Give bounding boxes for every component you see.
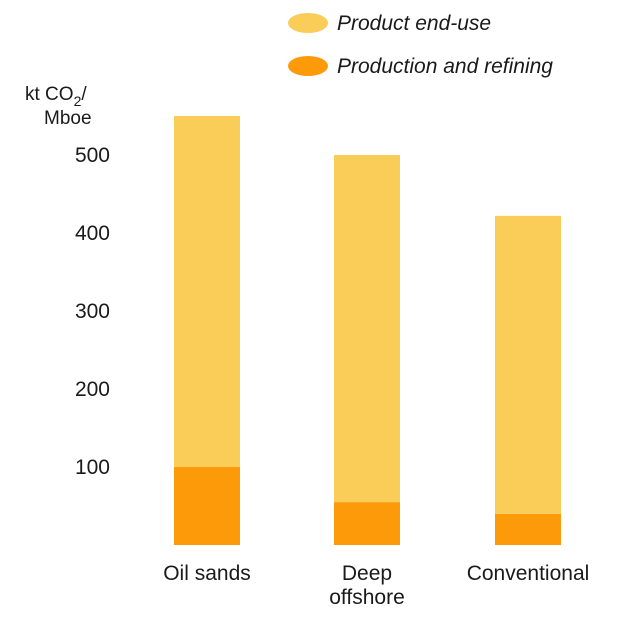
bar-product-end-use-1	[334, 155, 400, 503]
category-label-0: Oil sands	[163, 562, 251, 585]
y-axis-unit-line1: kt CO2/	[25, 84, 87, 109]
y-axis-unit-line2: Mboe	[44, 108, 92, 129]
legend-swatch-product-end-use	[288, 13, 328, 33]
y-axis-unit-label: kt CO2/Mboe	[25, 84, 92, 129]
legend-swatch-production-refining	[288, 56, 328, 76]
bar-product-end-use-0	[174, 116, 240, 467]
y-tick-label-100: 100	[75, 456, 110, 479]
y-tick-label-400: 400	[75, 222, 110, 245]
category-label-1-line1: offshore	[329, 586, 405, 609]
y-tick-label-500: 500	[75, 144, 110, 167]
legend-label-production-refining: Production and refining	[337, 55, 553, 78]
bars	[174, 116, 561, 545]
bar-production-refining-1	[334, 502, 400, 545]
y-tick-label-300: 300	[75, 300, 110, 323]
legend: Product end-use Production and refining	[288, 12, 553, 78]
category-label-1-line0: Deep	[342, 562, 392, 585]
bar-production-refining-0	[174, 467, 240, 545]
bar-product-end-use-2	[495, 215, 561, 514]
legend-label-product-end-use: Product end-use	[337, 12, 491, 35]
y-tick-label-200: 200	[75, 378, 110, 401]
category-label-2: Conventional	[467, 562, 590, 585]
bar-production-refining-2	[495, 513, 561, 545]
y-axis-ticks: 100 200 300 400 500	[75, 144, 110, 479]
